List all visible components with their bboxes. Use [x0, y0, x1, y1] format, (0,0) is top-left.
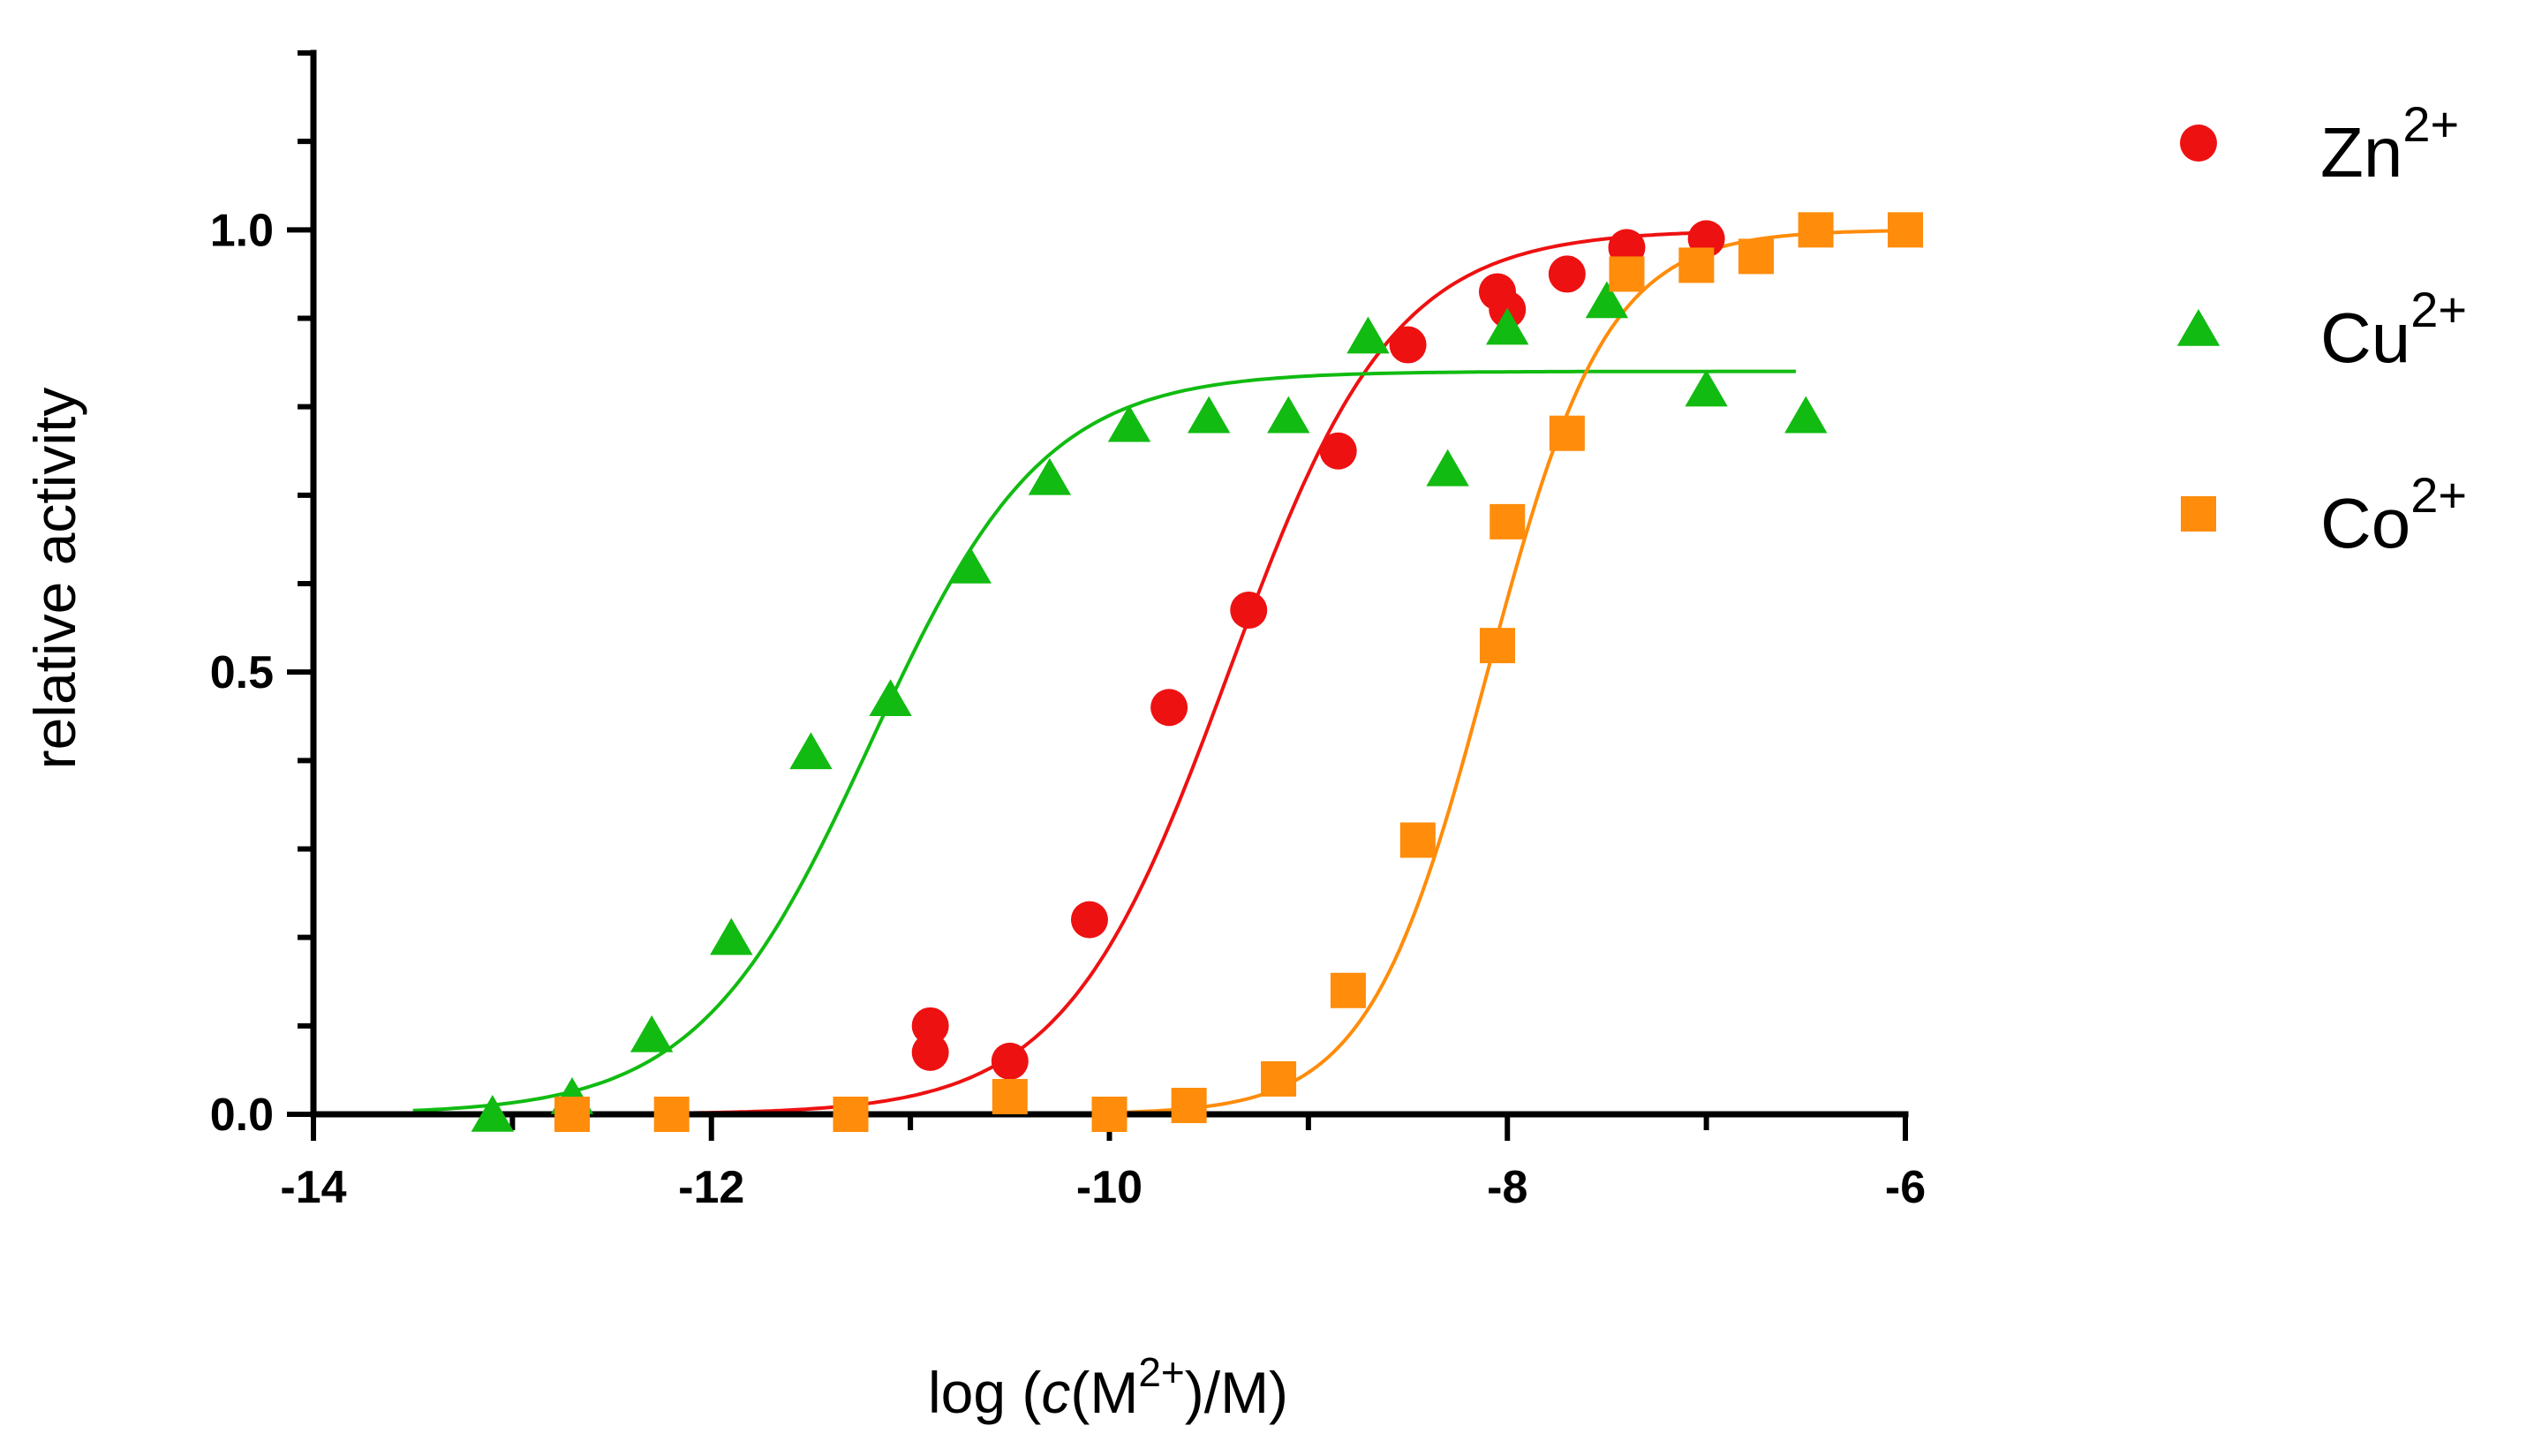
data-point — [1187, 396, 1231, 434]
legend-marker — [2176, 309, 2221, 346]
x-axis-title-suffix: )/M) — [1185, 1360, 1288, 1425]
data-point — [833, 1097, 869, 1132]
data-point — [1548, 255, 1586, 293]
data-point — [1738, 238, 1774, 275]
data-point — [1489, 503, 1526, 539]
legend-marker — [2181, 496, 2216, 532]
fit-curves — [412, 229, 1906, 1116]
data-point — [911, 1007, 949, 1045]
data-point — [1150, 689, 1188, 727]
data-point — [948, 546, 992, 584]
y-tick-label: 0.0 — [210, 1090, 274, 1141]
series-cu-points — [471, 281, 1828, 1132]
data-point — [1888, 212, 1923, 248]
data-point — [1028, 457, 1072, 495]
legend-item-co: Co2+ — [2181, 467, 2467, 562]
data-point — [869, 679, 912, 717]
fit-curve-cu — [412, 369, 1796, 1113]
legend-label-sup: 2+ — [2402, 96, 2459, 152]
data-point — [1798, 212, 1834, 248]
legend-item-zn: Zn2+ — [2180, 96, 2459, 192]
data-point — [1319, 432, 1357, 470]
y-tick-label: 1.0 — [210, 205, 274, 256]
x-axis-title-prefix: log ( — [928, 1360, 1041, 1425]
y-axis-ticks: 0.0 0.5 1.0 — [210, 50, 313, 1141]
legend-item-cu: Cu2+ — [2176, 282, 2467, 377]
legend-marker — [2180, 124, 2217, 162]
x-tick-label: -10 — [1076, 1162, 1143, 1213]
x-axis-ticks: -14 -12 -10 -8 -6 — [280, 1114, 1926, 1213]
legend-label: Co2+ — [2320, 467, 2467, 562]
data-point — [1609, 256, 1645, 292]
data-point — [1346, 316, 1390, 354]
data-point — [1685, 369, 1728, 407]
legend-label-base: Co — [2320, 484, 2410, 562]
data-point — [1267, 396, 1310, 434]
x-axis-title-italic: c — [1041, 1360, 1070, 1425]
data-point — [789, 732, 833, 770]
data-point — [1261, 1060, 1297, 1097]
data-point — [630, 1015, 674, 1052]
legend-label: Zn2+ — [2320, 96, 2459, 192]
legend: Zn2+Cu2+Co2+ — [2176, 96, 2467, 562]
y-tick-label: 0.5 — [210, 647, 274, 698]
data-point — [1171, 1087, 1207, 1123]
data-point — [1479, 628, 1515, 664]
data-point — [1091, 1097, 1127, 1132]
data-point — [991, 1042, 1029, 1080]
data-point — [1549, 415, 1585, 451]
y-axis-title: relative activity — [22, 388, 87, 770]
x-tick-label: -12 — [678, 1162, 744, 1213]
x-axis-title: log (c(M2+)/M) — [928, 1349, 1288, 1425]
data-point — [554, 1097, 590, 1132]
axes: 0.0 0.5 1.0 -14 -12 -10 -8 -6 — [210, 49, 1926, 1213]
data-point — [1784, 396, 1828, 434]
data-point — [911, 1033, 949, 1071]
data-point — [1389, 326, 1427, 364]
data-point — [471, 1095, 515, 1132]
data-point — [653, 1097, 690, 1132]
data-point — [710, 917, 753, 955]
data-point — [1070, 901, 1108, 939]
x-axis-title-mid: (M — [1070, 1360, 1138, 1425]
data-point — [1426, 449, 1469, 487]
legend-label: Cu2+ — [2320, 282, 2467, 377]
legend-label-sup: 2+ — [2410, 467, 2467, 523]
data-point — [1678, 247, 1715, 283]
fit-curve-co — [572, 229, 1906, 1116]
data-points — [471, 212, 1923, 1132]
series-co-points — [554, 212, 1923, 1132]
data-point — [992, 1078, 1028, 1114]
series-zn-points — [911, 220, 1725, 1080]
legend-label-sup: 2+ — [2410, 282, 2467, 337]
data-point — [1486, 307, 1529, 345]
legend-label-base: Zn — [2320, 113, 2402, 192]
x-tick-label: -14 — [280, 1162, 346, 1213]
x-tick-label: -8 — [1487, 1162, 1527, 1213]
data-point — [1230, 592, 1268, 630]
legend-label-base: Cu — [2320, 298, 2410, 377]
x-axis-title-sup: 2+ — [1138, 1349, 1184, 1395]
x-tick-label: -6 — [1885, 1162, 1926, 1213]
data-point — [1399, 822, 1436, 858]
data-point — [1107, 404, 1151, 442]
data-point — [1330, 972, 1366, 1008]
fit-curve-zn — [512, 230, 1707, 1116]
data-point — [1585, 281, 1629, 319]
